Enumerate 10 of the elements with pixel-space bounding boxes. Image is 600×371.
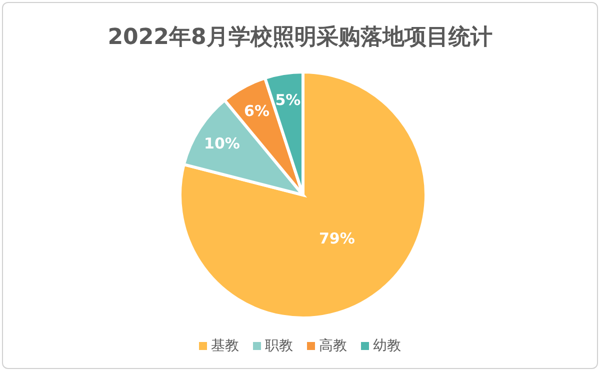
legend-label: 幼教 bbox=[372, 337, 401, 355]
chart-title: 2022年8月学校照明采购落地项目统计 bbox=[106, 24, 494, 52]
legend-label: 高教 bbox=[318, 337, 347, 355]
data-label: 5% bbox=[275, 91, 301, 110]
legend-label: 基教 bbox=[210, 337, 239, 355]
legend-label: 职教 bbox=[264, 337, 293, 355]
pie-slice bbox=[178, 70, 428, 320]
data-label: 79% bbox=[318, 230, 355, 248]
data-label: 6% bbox=[244, 102, 270, 120]
data-label: 10% bbox=[204, 134, 240, 153]
